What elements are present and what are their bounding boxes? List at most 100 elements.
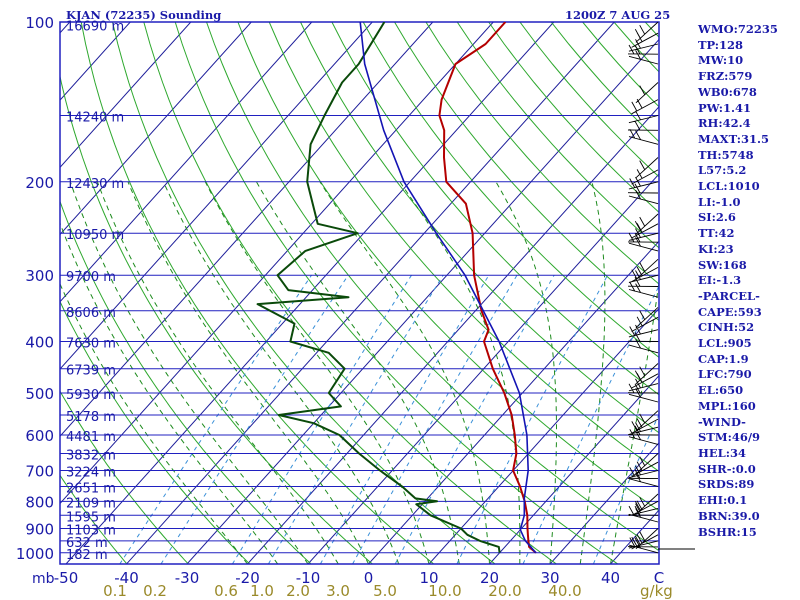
mixing-ratio-line	[231, 274, 412, 564]
temperature-tick-label: 40	[601, 569, 620, 587]
dry-adiabat-line	[331, 22, 659, 396]
moist-adiabat-line	[610, 278, 659, 564]
isotherm-line	[60, 22, 373, 370]
index-line: SRDS:89	[698, 477, 755, 492]
pressure-tick-label: 300	[25, 267, 54, 285]
mixing-ratio-line	[456, 274, 609, 564]
isotherm-line	[186, 38, 659, 564]
temperature-tick-label: -50	[54, 569, 79, 587]
mixing-ratio-line	[160, 274, 349, 564]
height-label: 12430 m	[66, 177, 124, 192]
dry-adiabat-line	[362, 22, 659, 359]
index-line: SHR-:0.0	[698, 461, 756, 476]
moist-adiabat-line	[495, 181, 557, 564]
index-line: STM:46/9	[698, 430, 761, 445]
height-label: 14240 m	[66, 110, 124, 125]
moist-adiabat-line	[319, 181, 490, 564]
height-label: 3224 m	[66, 466, 116, 481]
index-line: EHI:0.1	[698, 493, 748, 508]
dry-adiabat-line	[80, 22, 435, 564]
moist-adiabat-line	[204, 181, 430, 564]
isotherm-line	[60, 22, 434, 437]
height-label: 6739 m	[66, 364, 116, 379]
dry-adiabat-line	[112, 22, 496, 564]
mixing-ratio-tick-label: 0.1	[103, 582, 127, 600]
temperature-tick-label: -30	[175, 569, 200, 587]
index-line: TT:42	[698, 226, 735, 241]
mixing-ratio-line	[394, 274, 555, 564]
mixing-ratio-tick-label: 10.0	[428, 582, 461, 600]
mixing-ratio-line	[522, 285, 659, 564]
height-label: 632 m	[66, 536, 108, 551]
isotherm-line	[489, 374, 659, 564]
index-line: TH:5748	[698, 147, 754, 162]
index-line: CINH:52	[698, 320, 755, 335]
pressure-tick-label: 800	[25, 493, 54, 511]
height-label: 2109 m	[66, 496, 116, 511]
index-line: BRN:39.0	[698, 508, 760, 523]
height-label: 1103 m	[66, 523, 116, 538]
height-label: 2651 m	[66, 481, 116, 496]
height-label: 10950 m	[66, 228, 124, 243]
mixing-ratio-line	[119, 274, 312, 564]
index-line: HEL:34	[698, 445, 746, 460]
dry-adiabat-line	[60, 74, 373, 564]
height-label: 16690 m	[66, 19, 124, 34]
sounding-time: 1200Z 7 AUG 25	[565, 8, 671, 22]
isotherm-line	[247, 106, 659, 564]
dry-adiabat-line	[60, 199, 312, 564]
index-line: LCL:1010	[698, 179, 760, 194]
isotherm-line	[60, 22, 313, 303]
index-line: SW:168	[698, 257, 747, 272]
moist-adiabat-line	[255, 181, 460, 564]
plot-frame	[59, 21, 660, 565]
moist-adiabat-line	[96, 181, 339, 564]
dry-adiabat-line	[60, 300, 251, 564]
pressure-tick-label: 400	[25, 334, 54, 352]
index-line: EL:650	[698, 383, 744, 398]
pressure-unit-label: mb	[32, 571, 55, 587]
height-label: 8606 m	[66, 306, 116, 321]
index-line: -WIND-	[698, 414, 746, 429]
index-line: L57:5.2	[698, 163, 747, 178]
mixing-ratio-tick-label: 20.0	[488, 582, 521, 600]
temperature-unit-label: C	[654, 569, 664, 587]
dry-adiabat-line	[425, 22, 659, 285]
mixing-ratio-tick-label: 1.0	[250, 582, 274, 600]
wind-barbs	[627, 21, 659, 554]
dry-adiabat-line	[456, 22, 659, 249]
pressure-tick-label: 900	[25, 520, 54, 538]
index-line: FRZ:579	[698, 69, 753, 84]
mixing-ratio-tick-label: 5.0	[373, 582, 397, 600]
index-line: LFC:790	[698, 367, 752, 382]
temperature-tick-label: 0	[364, 569, 374, 587]
index-line: BSHR:15	[698, 524, 757, 539]
isotherm-line	[126, 22, 615, 564]
mixing-ratio-line	[267, 274, 444, 564]
dry-adiabat-line	[237, 22, 659, 512]
temperature-tick-label: 10	[419, 569, 438, 587]
index-line: WMO:72235	[698, 22, 778, 36]
dry-adiabat-line	[206, 22, 659, 552]
dry-adiabat-line	[143, 22, 557, 564]
index-line: LI:-1.0	[698, 194, 741, 209]
index-line: EI:-1.3	[698, 273, 742, 288]
index-line: CAP:1.9	[698, 351, 749, 366]
index-line: MPL:160	[698, 398, 756, 413]
sounding-indices-panel: WMO:72235 TP:128 MW:10 FRZ:579 WB0:678 PW:1.4…	[698, 22, 798, 540]
isotherm-line	[60, 22, 192, 169]
pressure-tick-label: 1000	[16, 545, 54, 563]
dry-adiabat-line	[60, 390, 189, 564]
index-line: SI:2.6	[698, 210, 736, 225]
index-line: TP:128	[698, 37, 744, 52]
height-label: 7630 m	[66, 337, 116, 352]
dewpoint-line	[256, 22, 501, 553]
pressure-tick-label: 200	[25, 174, 54, 192]
index-line: RH:42.4	[698, 116, 751, 131]
index-line: PW:1.41	[698, 100, 752, 115]
dry-adiabat-line	[394, 22, 659, 322]
height-label: 5930 m	[66, 388, 116, 403]
mixing-ratio-line	[352, 274, 518, 564]
moist-adiabat-line	[69, 181, 309, 564]
